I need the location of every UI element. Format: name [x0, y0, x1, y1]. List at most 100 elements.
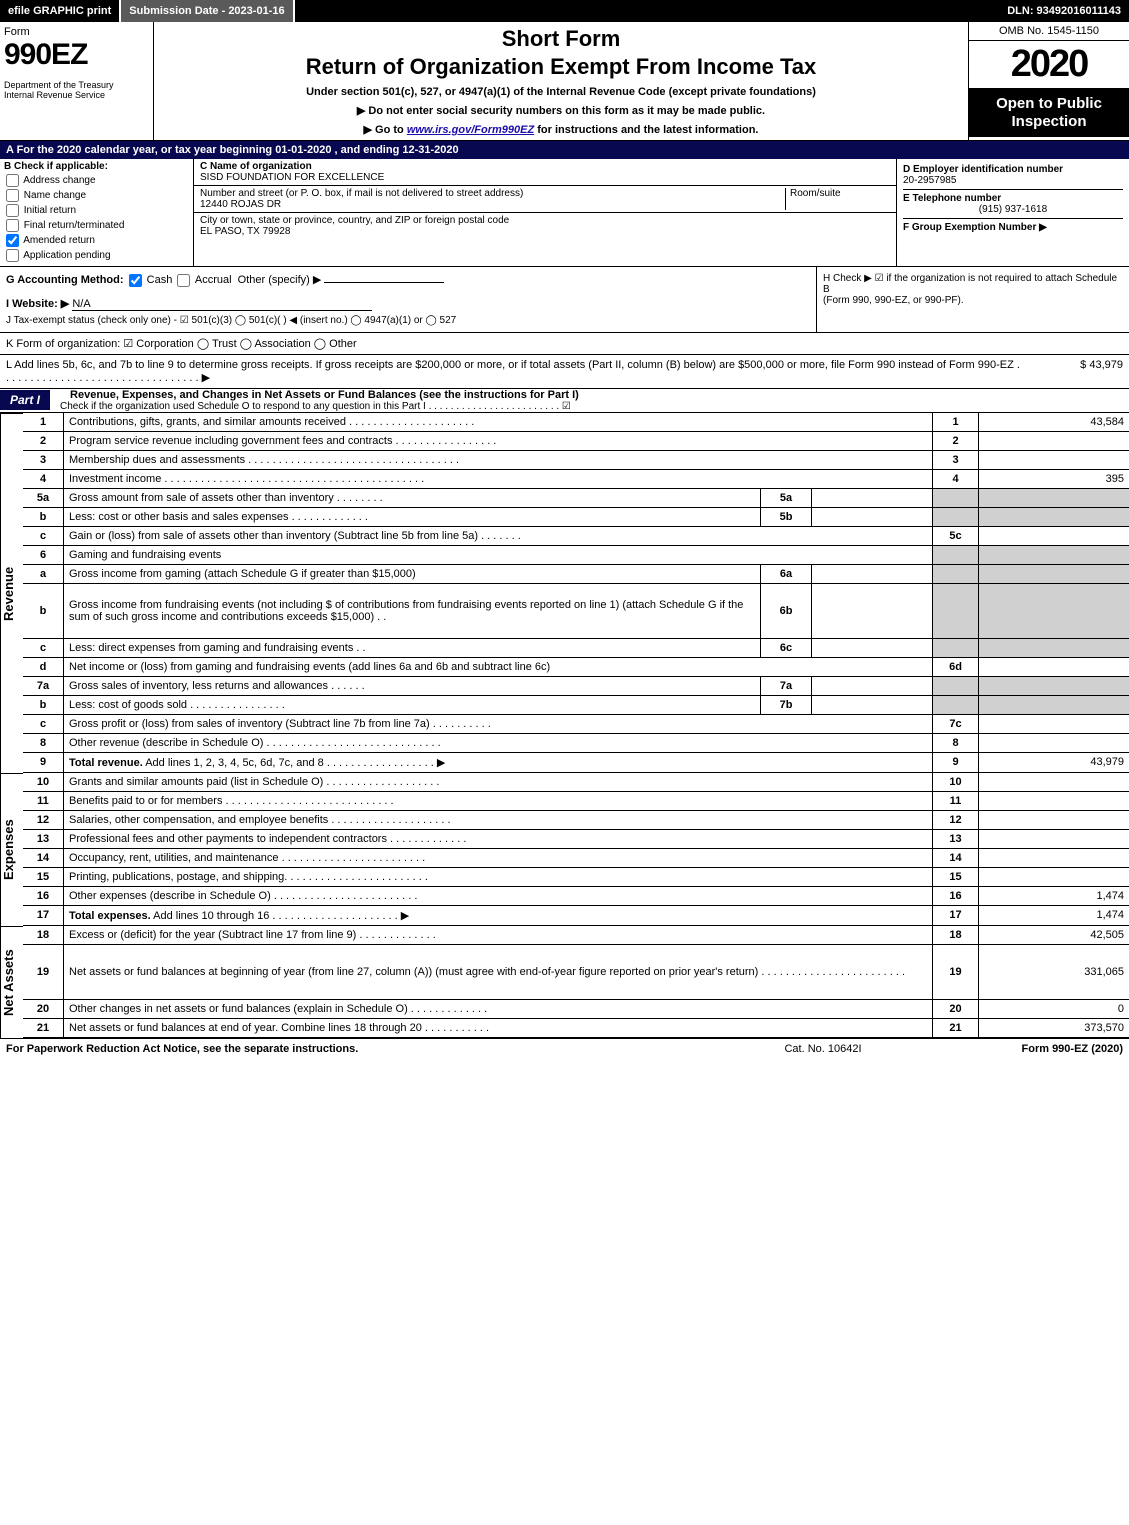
check-name-change[interactable]: Name change: [4, 189, 189, 202]
check-amended-return[interactable]: Amended return: [4, 234, 189, 247]
line-desc: Total revenue. Add lines 1, 2, 3, 4, 5c,…: [64, 752, 933, 772]
line-code: 17: [933, 905, 979, 925]
line-amount: [979, 733, 1129, 752]
submission-date: Submission Date - 2023-01-16: [121, 0, 294, 22]
line-number: a: [23, 564, 64, 583]
check-initial-return[interactable]: Initial return: [4, 204, 189, 217]
table-row: 8Other revenue (describe in Schedule O) …: [23, 733, 1129, 752]
line-amount: 331,065: [979, 944, 1129, 999]
line-code: 11: [933, 791, 979, 810]
line-amount: [979, 773, 1129, 792]
form-subtitle: Under section 501(c), 527, or 4947(a)(1)…: [162, 86, 960, 98]
line-code: [933, 638, 979, 657]
table-row: 9Total revenue. Add lines 1, 2, 3, 4, 5c…: [23, 752, 1129, 772]
check-application-pending[interactable]: Application pending: [4, 249, 189, 262]
footer: For Paperwork Reduction Act Notice, see …: [0, 1038, 1129, 1059]
opt-other: Other (specify) ▶: [238, 274, 322, 286]
sub-line-value: [812, 695, 933, 714]
line-code: [933, 564, 979, 583]
line-number: 18: [23, 926, 64, 945]
header-right: OMB No. 1545-1150 2020 Open to Public In…: [968, 22, 1129, 140]
line-code: [933, 488, 979, 507]
line-code: 14: [933, 848, 979, 867]
line-desc: Gross income from fundraising events (no…: [64, 583, 761, 638]
org-address: 12440 ROJAS DR: [200, 199, 785, 210]
line-number: 8: [23, 733, 64, 752]
footer-cat: Cat. No. 10642I: [723, 1043, 923, 1055]
line-amount: [979, 431, 1129, 450]
line-code: 10: [933, 773, 979, 792]
table-row: 14Occupancy, rent, utilities, and mainte…: [23, 848, 1129, 867]
line-number: 14: [23, 848, 64, 867]
check-accrual[interactable]: [177, 274, 190, 287]
line-amount: [979, 829, 1129, 848]
table-row: 2Program service revenue including gover…: [23, 431, 1129, 450]
sub-line-number: 7b: [761, 695, 812, 714]
period-row: A For the 2020 calendar year, or tax yea…: [0, 141, 1129, 159]
table-row: 18Excess or (deficit) for the year (Subt…: [23, 926, 1129, 945]
line-number: 21: [23, 1018, 64, 1037]
revenue-label: Revenue: [0, 413, 23, 773]
line-code: 15: [933, 867, 979, 886]
table-row: 11Benefits paid to or for members . . . …: [23, 791, 1129, 810]
check-cash[interactable]: [129, 274, 142, 287]
top-bar: efile GRAPHIC print Submission Date - 20…: [0, 0, 1129, 22]
line-number: 6: [23, 545, 64, 564]
table-row: aGross income from gaming (attach Schedu…: [23, 564, 1129, 583]
table-row: cLess: direct expenses from gaming and f…: [23, 638, 1129, 657]
line-number: 12: [23, 810, 64, 829]
efile-label[interactable]: efile GRAPHIC print: [0, 0, 121, 22]
line-amount: [979, 545, 1129, 564]
table-row: 20Other changes in net assets or fund ba…: [23, 999, 1129, 1018]
line-number: d: [23, 657, 64, 676]
header-left: Form 990EZ Department of the Treasury In…: [0, 22, 154, 140]
line-code: 20: [933, 999, 979, 1018]
line-number: 4: [23, 469, 64, 488]
other-input[interactable]: [324, 282, 444, 283]
box-b-label: B Check if applicable:: [4, 161, 189, 172]
opt-initial: Initial return: [24, 205, 76, 216]
line-number: 16: [23, 886, 64, 905]
dln-label: DLN: 93492016011143: [999, 0, 1129, 22]
box-b: B Check if applicable: Address change Na…: [0, 159, 194, 266]
line-l-text: L Add lines 5b, 6c, and 7b to line 9 to …: [6, 359, 1023, 384]
line-desc: Other revenue (describe in Schedule O) .…: [64, 733, 933, 752]
table-row: 15Printing, publications, postage, and s…: [23, 867, 1129, 886]
check-address-change[interactable]: Address change: [4, 174, 189, 187]
form-header: Form 990EZ Department of the Treasury In…: [0, 22, 1129, 141]
check-final-return[interactable]: Final return/terminated: [4, 219, 189, 232]
line-amount: 42,505: [979, 926, 1129, 945]
line-desc: Gaming and fundraising events: [64, 545, 933, 564]
expenses-section: Expenses 10Grants and similar amounts pa…: [0, 773, 1129, 926]
line-number: 19: [23, 944, 64, 999]
table-row: 6Gaming and fundraising events: [23, 545, 1129, 564]
line-code: 3: [933, 450, 979, 469]
line-h: H Check ▶ ☑ if the organization is not r…: [816, 267, 1129, 332]
line-desc: Other changes in net assets or fund bala…: [64, 999, 933, 1018]
form-title: Return of Organization Exempt From Incom…: [162, 54, 960, 80]
expenses-label: Expenses: [0, 773, 23, 926]
part-1-label: Part I: [0, 390, 50, 410]
table-row: 13Professional fees and other payments t…: [23, 829, 1129, 848]
addr-label: Number and street (or P. O. box, if mail…: [200, 188, 785, 199]
line-number: 1: [23, 413, 64, 432]
line-number: 9: [23, 752, 64, 772]
sub-line-number: 7a: [761, 676, 812, 695]
line-number: 7a: [23, 676, 64, 695]
irs-link[interactable]: www.irs.gov/Form990EZ: [407, 124, 534, 136]
line-l-amount: $ 43,979: [1023, 359, 1123, 384]
line-code: 6d: [933, 657, 979, 676]
line-desc: Net assets or fund balances at beginning…: [64, 944, 933, 999]
opt-address: Address change: [23, 175, 95, 186]
box-d-label: D Employer identification number: [903, 164, 1123, 175]
opt-name: Name change: [24, 190, 86, 201]
opt-cash: Cash: [147, 274, 173, 286]
line-number: b: [23, 695, 64, 714]
part-1-title: Revenue, Expenses, and Changes in Net As…: [60, 389, 579, 401]
line-amount: [979, 526, 1129, 545]
line-amount: [979, 676, 1129, 695]
opt-final: Final return/terminated: [24, 220, 125, 231]
omb-number: OMB No. 1545-1150: [969, 22, 1129, 41]
table-row: 17Total expenses. Add lines 10 through 1…: [23, 905, 1129, 925]
line-desc: Net income or (loss) from gaming and fun…: [64, 657, 933, 676]
